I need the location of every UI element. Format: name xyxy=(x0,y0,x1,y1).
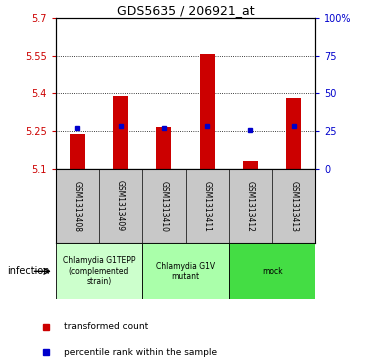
Bar xyxy=(142,243,229,299)
Text: percentile rank within the sample: percentile rank within the sample xyxy=(64,348,217,356)
Bar xyxy=(56,243,142,299)
Bar xyxy=(156,127,171,169)
Title: GDS5635 / 206921_at: GDS5635 / 206921_at xyxy=(117,4,254,17)
Text: Chlamydia G1V
mutant: Chlamydia G1V mutant xyxy=(156,262,215,281)
Text: infection: infection xyxy=(7,266,50,276)
Text: GSM1313409: GSM1313409 xyxy=(116,180,125,232)
Bar xyxy=(229,243,315,299)
Bar xyxy=(113,96,128,169)
Bar xyxy=(286,98,301,169)
Text: GSM1313412: GSM1313412 xyxy=(246,180,255,232)
Bar xyxy=(200,54,215,169)
Text: transformed count: transformed count xyxy=(64,322,148,331)
Text: Chlamydia G1TEPP
(complemented
strain): Chlamydia G1TEPP (complemented strain) xyxy=(63,256,135,286)
Text: mock: mock xyxy=(262,267,282,276)
Bar xyxy=(70,134,85,169)
Bar xyxy=(243,160,258,169)
Text: GSM1313411: GSM1313411 xyxy=(203,180,211,232)
Text: GSM1313410: GSM1313410 xyxy=(160,180,168,232)
Text: GSM1313408: GSM1313408 xyxy=(73,180,82,232)
Text: GSM1313413: GSM1313413 xyxy=(289,180,298,232)
